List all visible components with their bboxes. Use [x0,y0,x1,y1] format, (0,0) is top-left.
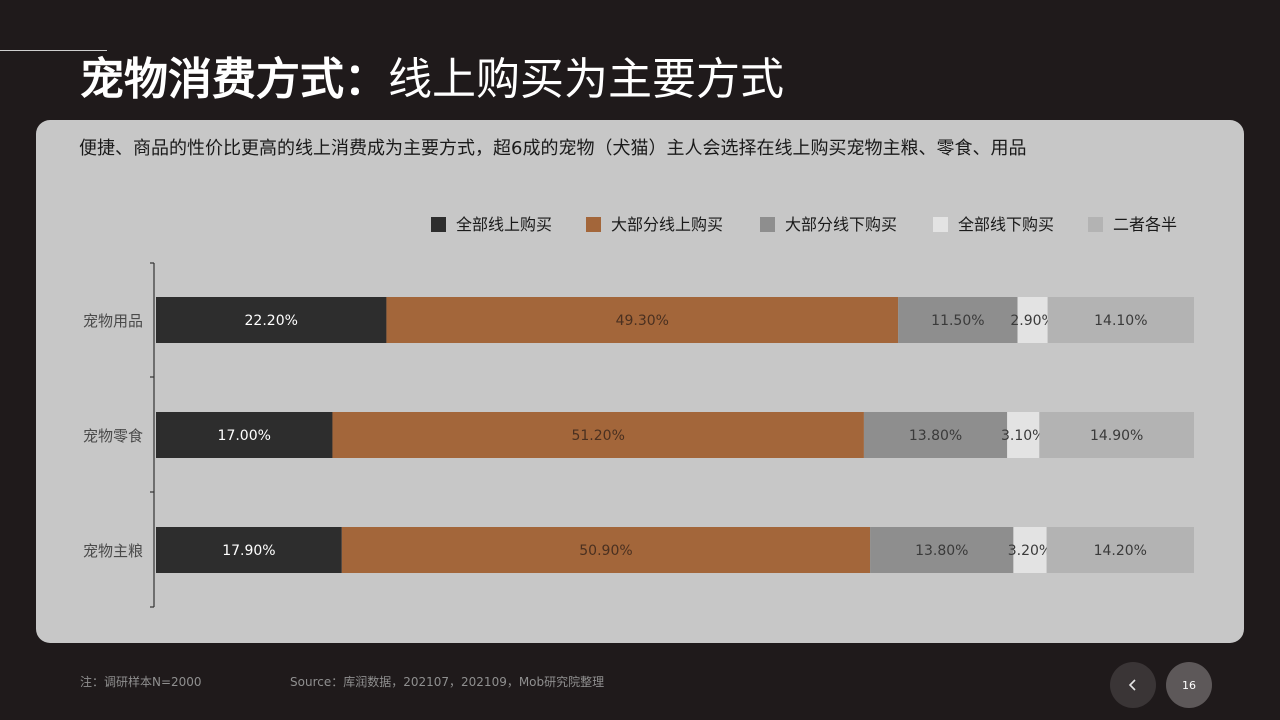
chart-panel: 便捷、商品的性价比更高的线上消费成为主要方式，超6成的宠物（犬猫）主人会选择在线… [36,120,1244,643]
bar-segment-r3-s3 [870,527,1014,573]
previous-page-button[interactable] [1110,662,1156,708]
header-accent-line [0,50,107,51]
data-label-r3-s4: 3.20% [1008,543,1052,559]
bar-segment-r1-s1 [156,297,387,343]
bar-segment-r1-s4 [1017,297,1048,343]
bar-segment-r1-s5 [1047,297,1194,343]
data-label-r1-s1: 22.20% [245,313,298,329]
legend-swatch-4 [933,217,948,232]
bar-segment-r1-s2 [386,297,899,343]
chart-subtitle: 便捷、商品的性价比更高的线上消费成为主要方式，超6成的宠物（犬猫）主人会选择在线… [79,138,1027,159]
page-title: 宠物消费方式：线上购买为主要方式 [80,52,784,108]
data-label-r1-s2: 49.30% [616,313,669,329]
data-label-r3-s2: 50.90% [579,543,632,559]
data-label-r1-s3: 11.50% [931,313,984,329]
data-label-r2-s3: 13.80% [909,428,962,444]
page-title-bold: 宠物消费方式： [80,54,388,105]
bar-segment-r3-s2 [341,527,871,573]
bar-segment-r3-s5 [1046,527,1194,573]
data-label-r2-s2: 51.20% [571,428,624,444]
bar-segment-r1-s3 [898,297,1018,343]
bar-segment-r3-s4 [1013,527,1047,573]
data-label-r1-s4: 2.90% [1010,313,1054,329]
footer-source: Source：库润数据，202107，202109，Mob研究院整理 [290,675,605,689]
legend-swatch-5 [1088,217,1103,232]
category-label-1: 宠物用品 [83,312,143,330]
data-label-r3-s1: 17.90% [222,543,275,559]
chevron-left-icon [1128,679,1136,691]
data-label-r2-s1: 17.00% [218,428,271,444]
data-label-r3-s3: 13.80% [915,543,968,559]
bar-segment-r2-s1 [156,412,333,458]
legend-swatch-2 [586,217,601,232]
data-label-r1-s5: 14.10% [1094,313,1147,329]
legend-swatch-1 [431,217,446,232]
legend-label-1: 全部线上购买 [456,215,552,234]
bar-segment-r3-s1 [156,527,342,573]
page-number-button[interactable]: 16 [1166,662,1212,708]
page-title-light: 线上购买为主要方式 [388,54,784,105]
data-label-r3-s5: 14.20% [1094,543,1147,559]
bar-segment-r2-s5 [1039,412,1194,458]
legend-label-5: 二者各半 [1113,215,1177,234]
page-number: 16 [1182,678,1196,692]
data-label-r2-s4: 3.10% [1001,428,1045,444]
legend-label-4: 全部线下购买 [958,215,1054,234]
legend-label-3: 大部分线下购买 [785,215,897,234]
footer-note: 注：调研样本N=2000 [80,675,202,689]
bar-segment-r2-s4 [1007,412,1040,458]
category-label-2: 宠物零食 [83,427,143,445]
legend-swatch-3 [760,217,775,232]
data-label-r2-s5: 14.90% [1090,428,1143,444]
category-label-3: 宠物主粮 [83,542,143,560]
legend-label-2: 大部分线上购买 [611,215,723,234]
bar-segment-r2-s3 [863,412,1008,458]
bar-segment-r2-s2 [332,412,864,458]
